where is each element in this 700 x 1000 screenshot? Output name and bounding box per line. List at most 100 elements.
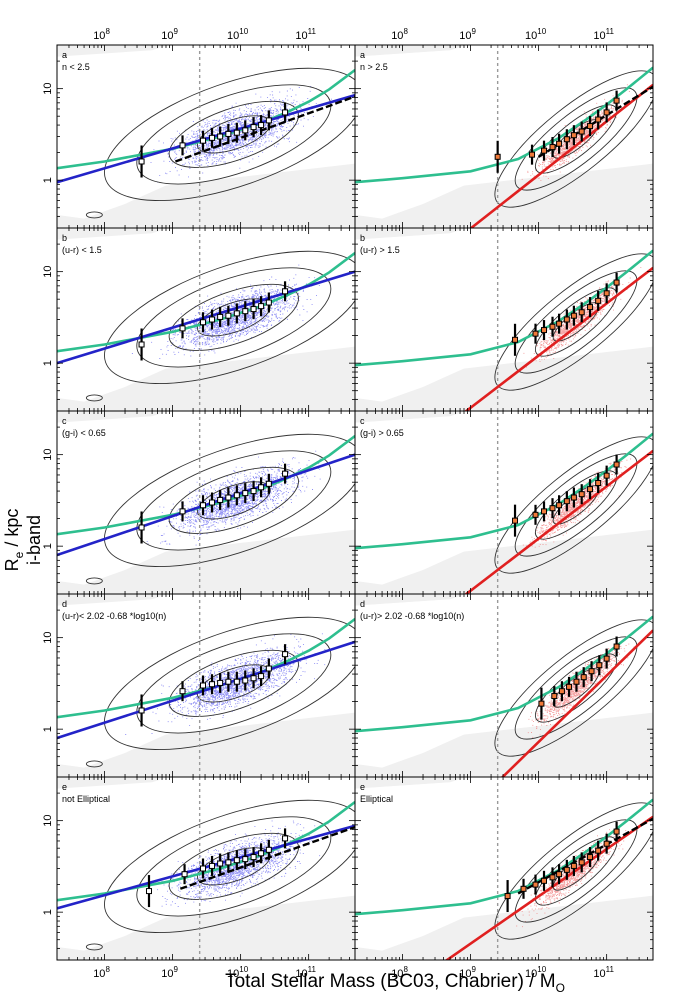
binned-median-point [179, 142, 186, 149]
binned-median-point [242, 490, 249, 497]
binned-median-point [532, 881, 539, 888]
panel-plot-area [355, 228, 653, 411]
excluded-region-top [57, 777, 355, 789]
excluded-region-bottom [355, 529, 653, 594]
binned-median-point [556, 140, 563, 147]
excluded-region-top [57, 45, 355, 57]
y-axis-main-label: Re / kpc [2, 509, 26, 572]
binned-median-point [138, 524, 145, 531]
reference-curve [355, 432, 653, 550]
binned-median-point [563, 866, 570, 873]
binned-median-point [258, 673, 265, 680]
density-contour [168, 100, 299, 168]
binned-median-point [570, 862, 577, 869]
x-tick-label-top: 1011 [295, 27, 316, 42]
binned-median-point [563, 136, 570, 143]
binned-median-point [549, 323, 556, 330]
panel-e-left: e not Elliptical 1 10 108 109 1010 1011 [42, 776, 356, 980]
binned-median-point [225, 678, 232, 685]
excluded-region-bottom [355, 163, 653, 228]
density-contour [85, 394, 103, 402]
panel-d-left: d (u-r)< 2.02 -0.68 *log10(n) 1 10 [42, 593, 356, 778]
x-tick-label-bottom: 1011 [295, 965, 316, 980]
y-tick-label: 1 [42, 177, 54, 183]
excluded-region-top [57, 411, 355, 423]
binned-median-point [225, 130, 232, 137]
reference-curve [355, 66, 653, 184]
binned-medians [145, 828, 289, 908]
binned-median-point [242, 308, 249, 315]
binned-median-point [258, 484, 265, 491]
density-contour [104, 616, 355, 751]
binned-median-point [529, 151, 536, 158]
binned-medians [512, 454, 620, 537]
x-tick-label-top: 108 [93, 27, 110, 42]
scatter-points [157, 820, 329, 907]
panel-a-left: a n < 2.5 1 10 108 109 1010 1011 [42, 27, 356, 229]
panel-plot-area [57, 777, 355, 960]
binned-median-point [580, 674, 587, 681]
panel-letter: c [360, 416, 365, 426]
excluded-region-top [355, 228, 653, 240]
binned-median-point [541, 147, 548, 154]
binned-median-point [179, 508, 186, 515]
x-tick-label-bottom: 108 [93, 965, 110, 980]
x-tick-label-bottom: 1011 [593, 965, 614, 980]
density-contour [514, 636, 638, 740]
density-contour [85, 577, 103, 585]
binned-median-point [282, 288, 289, 295]
binned-median-point [282, 835, 289, 842]
y-tick-label: 1 [42, 360, 54, 366]
binned-median-point [217, 313, 224, 320]
binned-median-point [613, 643, 620, 650]
panel-plot-area [57, 411, 355, 594]
binned-median-point [179, 688, 186, 695]
binned-median-point [549, 505, 556, 512]
density-contour [136, 267, 332, 368]
fit-line [464, 449, 653, 594]
binned-medians [138, 102, 289, 178]
panel-letter: a [360, 50, 365, 60]
binned-median-point [578, 309, 585, 316]
density-contour [104, 67, 355, 202]
density-contour [85, 211, 103, 219]
binned-median-point [556, 320, 563, 327]
binned-median-point [250, 854, 257, 861]
binned-median-point [558, 688, 565, 695]
binned-median-point [250, 306, 257, 313]
panel-plot-area [355, 777, 653, 960]
density-contour [104, 799, 355, 934]
binned-median-point [265, 480, 272, 487]
excluded-region-bottom [355, 712, 653, 777]
excluded-region-bottom [355, 895, 653, 960]
panel-letter: e [62, 782, 67, 792]
x-tick-label-bottom: 108 [391, 965, 408, 980]
dashed-fit-line [174, 95, 355, 163]
density-contour [514, 453, 638, 557]
binned-median-point [587, 123, 594, 130]
binned-median-point [532, 330, 539, 337]
binned-medians [138, 463, 289, 544]
binned-median-point [250, 675, 257, 682]
binned-median-point [494, 153, 501, 160]
density-contour [535, 104, 618, 174]
panel-b-left: b (u-r) < 1.5 1 10 [42, 227, 356, 412]
binned-medians [504, 821, 620, 913]
binned-median-point [556, 502, 563, 509]
binned-median-point [613, 97, 620, 104]
binned-median-point [138, 707, 145, 714]
panel-criterion: n > 2.5 [360, 62, 388, 72]
binned-median-point [541, 508, 548, 515]
binned-median-point [556, 871, 563, 878]
binned-median-point [233, 678, 240, 685]
panel-criterion: (u-r) > 1.5 [360, 245, 400, 255]
binned-median-point [563, 498, 570, 505]
binned-median-point [282, 109, 289, 116]
reference-curve [355, 249, 653, 367]
binned-median-point [200, 502, 207, 509]
density-contour [535, 287, 618, 357]
binned-median-point [573, 678, 580, 685]
x-tick-label-top: 108 [391, 27, 408, 42]
